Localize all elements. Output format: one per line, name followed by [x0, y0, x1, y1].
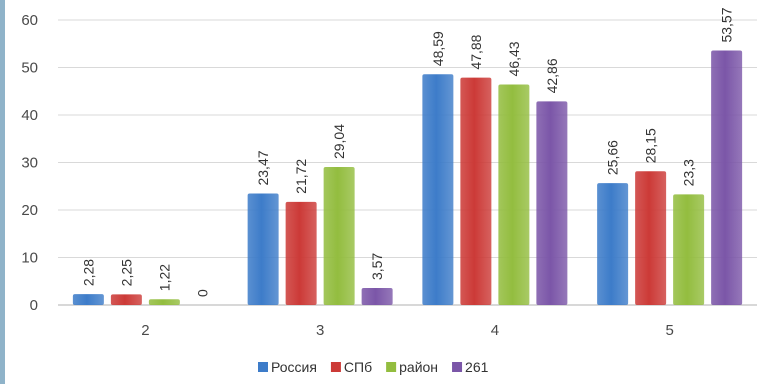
bar-район-3 — [323, 167, 355, 305]
legend-label: район — [399, 359, 438, 375]
legend-swatch — [258, 362, 268, 372]
y-tick-label: 20 — [21, 202, 38, 219]
y-tick-label: 30 — [21, 155, 38, 172]
bar-261-4 — [536, 101, 568, 305]
data-label: 0 — [194, 289, 210, 297]
x-tick-label: 5 — [665, 322, 673, 339]
data-label: 23,3 — [681, 159, 697, 186]
y-tick-label: 50 — [21, 60, 38, 77]
bar-Россия-5 — [597, 183, 629, 305]
data-label: 23,47 — [255, 150, 271, 185]
x-tick-label: 3 — [316, 322, 324, 339]
legend-swatch — [330, 362, 341, 372]
y-tick-label: 60 — [21, 12, 38, 29]
data-label: 2,25 — [118, 259, 134, 286]
bar-СПб-5 — [635, 171, 667, 305]
legend-swatch — [386, 362, 397, 372]
legend: Россия СПб район 261 — [258, 359, 489, 375]
data-label: 28,15 — [643, 128, 659, 163]
x-tick-label: 2 — [141, 322, 149, 339]
y-tick-label: 10 — [21, 250, 38, 267]
y-tick-label: 0 — [30, 297, 38, 314]
legend-label: Россия — [271, 359, 317, 375]
bar-район-2 — [148, 299, 180, 305]
data-label: 3,57 — [369, 253, 385, 280]
data-label: 21,72 — [293, 159, 309, 194]
data-label: 47,88 — [468, 34, 484, 69]
bar-СПб-2 — [110, 294, 142, 305]
data-labels: 2,28 2,25 1,22 0 23,47 21,72 29,04 3,57 48,59 47,… — [80, 7, 734, 297]
y-tick-label: 40 — [21, 107, 38, 124]
data-label: 1,22 — [156, 264, 172, 291]
bar-район-4 — [498, 84, 530, 306]
legend-swatch — [452, 362, 463, 372]
bar-СПб-3 — [285, 201, 317, 305]
left-frame-border — [0, 0, 5, 384]
bar-Россия-3 — [247, 193, 279, 305]
data-label: 46,43 — [506, 41, 522, 76]
bar-район-5 — [673, 194, 705, 305]
bar-261-3 — [361, 288, 393, 305]
data-label: 25,66 — [605, 140, 621, 175]
bar-СПб-4 — [460, 77, 492, 305]
bar-261-5 — [711, 50, 743, 306]
y-axis-ticks: 0 10 20 30 40 50 60 — [21, 12, 38, 314]
data-label: 42,86 — [544, 58, 560, 93]
x-axis-ticks: 2 3 4 5 — [141, 322, 674, 339]
legend-label: СПб — [344, 359, 372, 375]
data-label: 2,28 — [80, 259, 96, 286]
data-label: 29,04 — [331, 124, 347, 159]
data-label: 48,59 — [430, 31, 446, 66]
x-tick-label: 4 — [491, 322, 499, 339]
bar-Россия-4 — [422, 74, 454, 305]
bar-Россия-2 — [72, 294, 104, 305]
data-label: 53,57 — [719, 7, 735, 42]
bars — [72, 50, 743, 306]
legend-label: 261 — [465, 359, 489, 375]
